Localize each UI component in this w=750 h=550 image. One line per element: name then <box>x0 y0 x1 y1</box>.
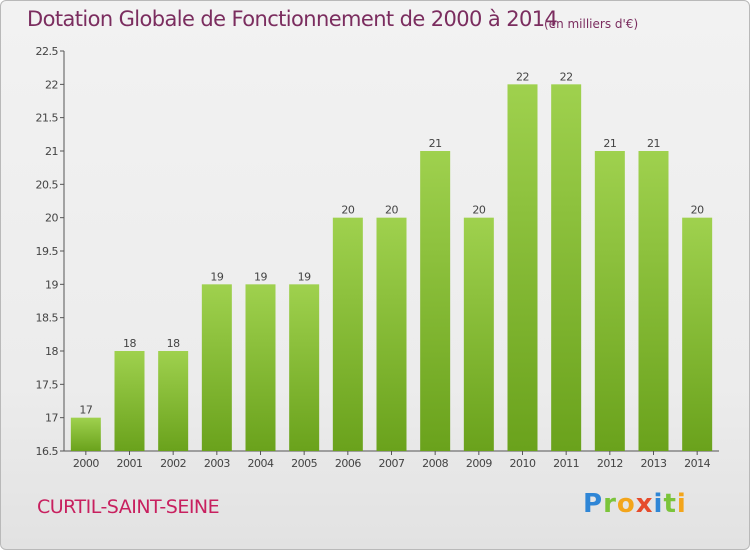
proxiti-logo: Proxiti <box>583 489 687 519</box>
data-label: 21 <box>429 137 442 150</box>
data-label: 20 <box>385 204 398 217</box>
logo-letter: t <box>663 489 677 519</box>
y-tick-label: 16.5 <box>36 445 59 458</box>
logo-letter: r <box>603 489 617 519</box>
bar <box>158 351 189 451</box>
y-tick-label: 17.5 <box>36 378 59 391</box>
logo-letter: i <box>676 489 687 519</box>
bar <box>245 284 276 451</box>
data-label: 19 <box>210 270 223 283</box>
x-tick-label: 2002 <box>160 457 186 470</box>
data-label: 19 <box>298 270 311 283</box>
data-label: 17 <box>79 404 92 417</box>
logo-letter: i <box>653 489 664 519</box>
y-tick-label: 18 <box>45 345 58 358</box>
x-tick-label: 2012 <box>597 457 623 470</box>
chart-title: Dotation Globale de Fonctionnement de 20… <box>27 7 558 31</box>
bar <box>551 84 582 451</box>
y-tick-label: 21 <box>45 145 58 158</box>
data-label: 19 <box>254 270 267 283</box>
commune-name: CURTIL-SAINT-SEINE <box>37 496 220 518</box>
x-tick-label: 2004 <box>248 457 274 470</box>
logo-letter: o <box>616 489 636 519</box>
y-tick-label: 22 <box>45 78 58 91</box>
x-tick-label: 2005 <box>291 457 317 470</box>
bar <box>682 217 713 451</box>
x-tick-label: 2013 <box>641 457 667 470</box>
y-tick-label: 22.5 <box>36 45 59 58</box>
x-tick-label: 2007 <box>379 457 405 470</box>
bar <box>420 151 451 451</box>
x-tick-label: 2011 <box>553 457 579 470</box>
y-tick-label: 19 <box>45 278 58 291</box>
y-tick-label: 21.5 <box>36 112 59 125</box>
unit-note: (en milliers d'€) <box>544 17 639 31</box>
x-tick-label: 2003 <box>204 457 230 470</box>
bar <box>507 84 538 451</box>
data-label: 21 <box>647 137 660 150</box>
y-tick-label: 20.5 <box>36 178 59 191</box>
bar <box>332 217 363 451</box>
x-tick-label: 2010 <box>510 457 536 470</box>
logo-letter: P <box>583 489 604 519</box>
data-label: 18 <box>167 337 180 350</box>
data-label: 22 <box>560 70 573 83</box>
x-tick-label: 2014 <box>684 457 710 470</box>
x-tick-label: 2000 <box>73 457 99 470</box>
data-label: 21 <box>603 137 616 150</box>
y-tick-label: 20 <box>45 212 58 225</box>
bar <box>114 351 145 451</box>
bar <box>289 284 320 451</box>
bar <box>376 217 407 451</box>
x-tick-label: 2008 <box>422 457 448 470</box>
y-tick-label: 17 <box>45 412 58 425</box>
x-tick-label: 2001 <box>117 457 143 470</box>
data-label: 18 <box>123 337 136 350</box>
y-tick-label: 18.5 <box>36 312 59 325</box>
bar <box>638 151 669 451</box>
data-label: 20 <box>341 204 354 217</box>
data-label: 22 <box>516 70 529 83</box>
bar <box>201 284 232 451</box>
data-label: 20 <box>691 204 704 217</box>
x-tick-label: 2006 <box>335 457 361 470</box>
data-label: 20 <box>472 204 485 217</box>
y-tick-label: 19.5 <box>36 245 59 258</box>
logo-letter: x <box>635 489 654 519</box>
x-tick-label: 2009 <box>466 457 492 470</box>
bar <box>594 151 625 451</box>
bar <box>463 217 494 451</box>
bar <box>70 417 101 451</box>
